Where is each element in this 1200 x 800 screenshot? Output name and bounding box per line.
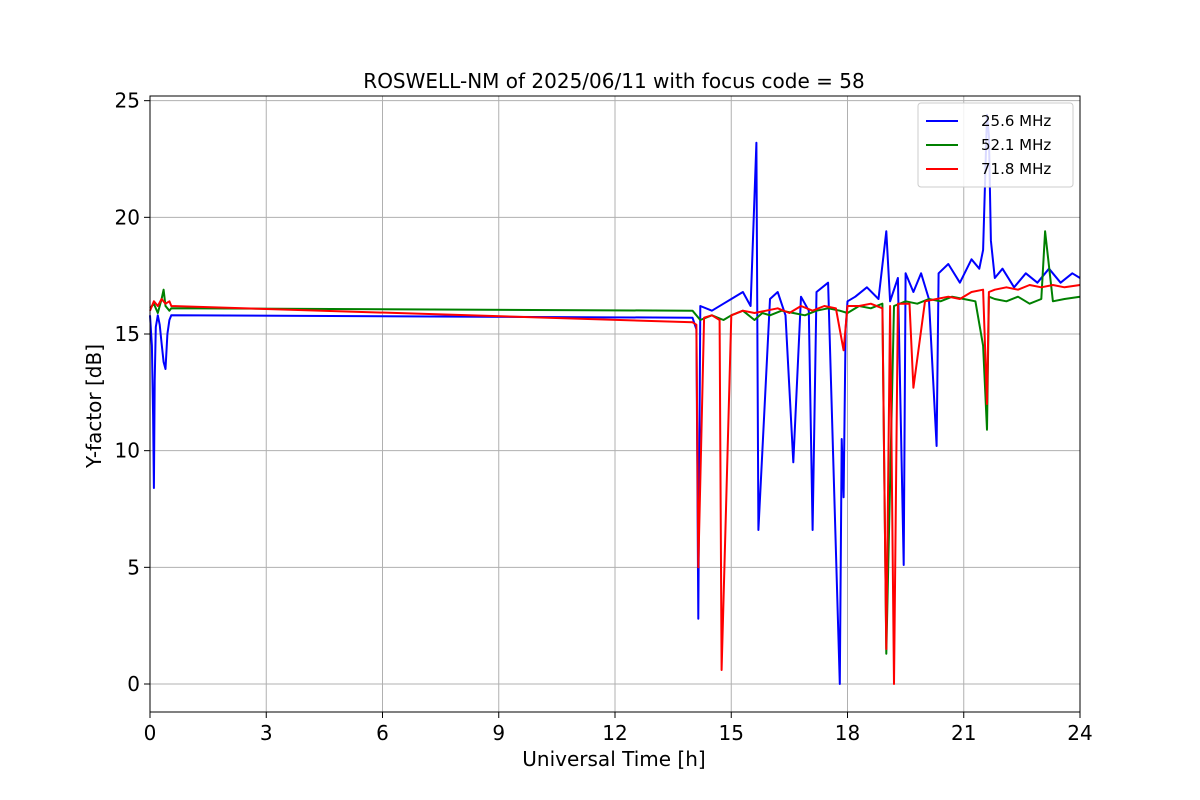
x-tick-label: 9: [492, 721, 505, 745]
series-line-3: [149, 284, 1081, 685]
y-tick-label: 10: [115, 439, 140, 463]
y-tick-label: 0: [127, 672, 140, 696]
x-tick-label: 15: [719, 721, 744, 745]
x-tick-label: 6: [376, 721, 389, 745]
y-tick-label: 20: [115, 205, 140, 229]
y-axis-label: Y-factor [dB]: [82, 344, 106, 469]
chart-title: ROSWELL-NM of 2025/06/11 with focus code…: [363, 69, 864, 93]
x-tick-label: 12: [602, 721, 627, 745]
legend-label: 71.8 MHz: [981, 160, 1051, 178]
x-tick-label: 24: [1067, 721, 1092, 745]
legend-label: 25.6 MHz: [981, 112, 1051, 130]
x-tick-label: 3: [260, 721, 273, 745]
x-axis: 0 3 6 9 12 15 18 21 24: [144, 712, 1093, 745]
legend-box: [917, 102, 1074, 188]
x-tick-label: 0: [144, 721, 157, 745]
x-tick-label: 18: [835, 721, 860, 745]
legend: 25.6 MHz 52.1 MHz 71.8 MHz: [917, 102, 1074, 188]
y-tick-label: 15: [115, 322, 140, 346]
x-tick-label: 21: [951, 721, 976, 745]
legend-label: 52.1 MHz: [981, 136, 1051, 154]
y-tick-label: 5: [127, 555, 140, 579]
series-line-2: [149, 230, 1081, 655]
x-axis-label: Universal Time [h]: [522, 747, 705, 771]
y-tick-label: 25: [115, 89, 140, 113]
y-axis: 0 5 10 15 20 25: [115, 89, 150, 696]
